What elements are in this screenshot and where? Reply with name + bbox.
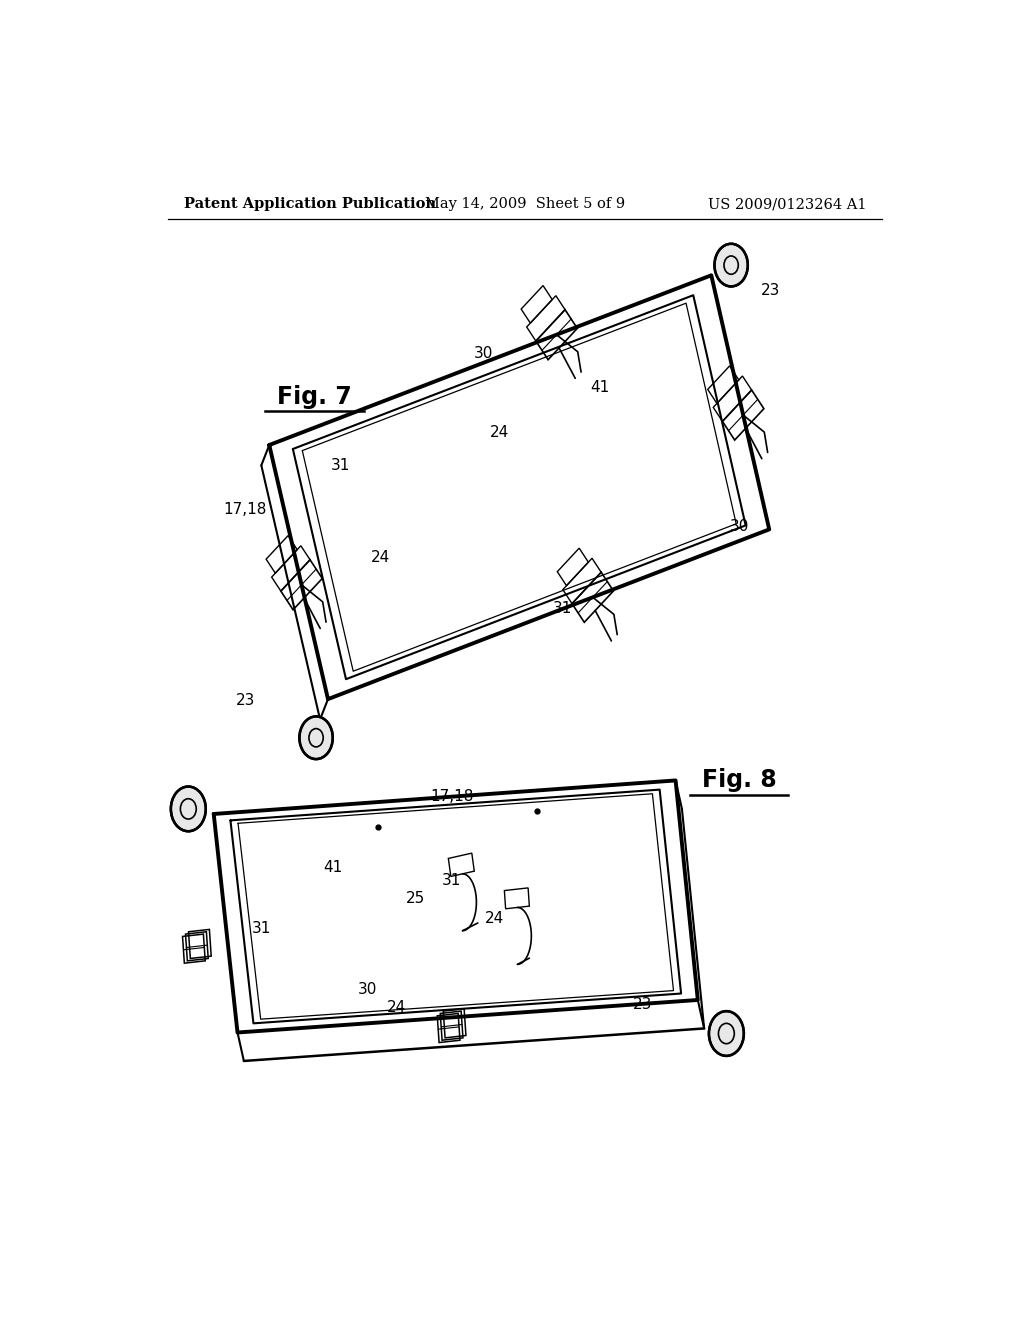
Circle shape xyxy=(715,244,748,286)
Text: 31: 31 xyxy=(553,601,572,616)
Circle shape xyxy=(299,717,333,759)
Circle shape xyxy=(709,1011,743,1056)
Text: Fig. 8: Fig. 8 xyxy=(701,768,776,792)
Text: 41: 41 xyxy=(324,861,342,875)
Text: 31: 31 xyxy=(252,921,271,936)
Text: US 2009/0123264 A1: US 2009/0123264 A1 xyxy=(708,197,866,211)
Text: 30: 30 xyxy=(729,519,749,533)
Text: 30: 30 xyxy=(358,982,378,998)
Text: 31: 31 xyxy=(442,873,462,887)
Text: May 14, 2009  Sheet 5 of 9: May 14, 2009 Sheet 5 of 9 xyxy=(425,197,625,211)
Text: Patent Application Publication: Patent Application Publication xyxy=(183,197,435,211)
Text: 23: 23 xyxy=(761,282,780,298)
Text: 24: 24 xyxy=(387,999,406,1015)
Circle shape xyxy=(171,787,206,832)
Text: 41: 41 xyxy=(591,380,610,395)
Text: 31: 31 xyxy=(331,458,350,473)
Text: 30: 30 xyxy=(474,346,494,362)
Text: 23: 23 xyxy=(236,693,255,708)
Text: 17,18: 17,18 xyxy=(224,502,267,516)
Text: 24: 24 xyxy=(485,911,504,927)
Text: Fig. 7: Fig. 7 xyxy=(278,385,352,409)
Text: 17,18: 17,18 xyxy=(430,789,473,804)
Text: 24: 24 xyxy=(489,425,509,441)
Text: 23: 23 xyxy=(633,997,652,1011)
Text: 24: 24 xyxy=(371,550,390,565)
Text: 25: 25 xyxy=(406,891,425,906)
